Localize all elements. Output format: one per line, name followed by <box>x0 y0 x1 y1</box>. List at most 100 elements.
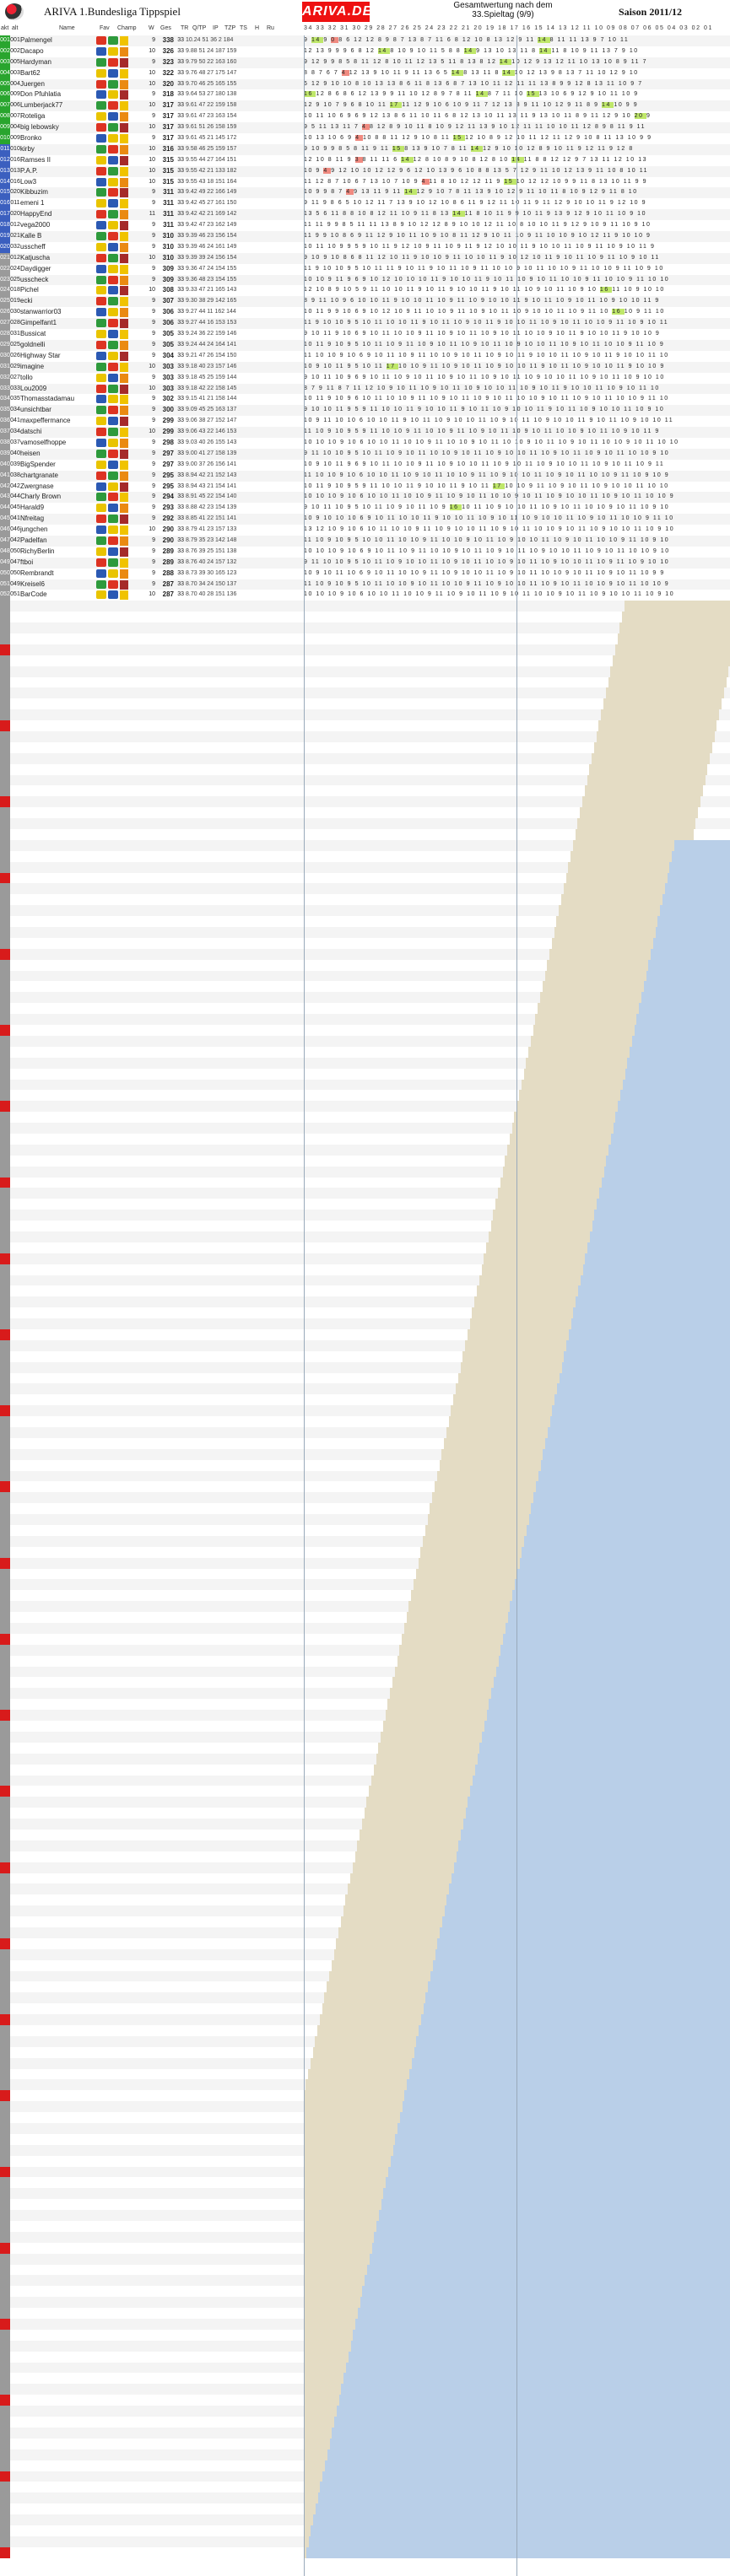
table-row[interactable]: 001 001 Palmengel 9 338 33 10.24 51 36 2 184 9 … <box>0 35 730 46</box>
table-row[interactable]: 029 025 goldnelli 9 305 33 9.24 44 24 164 141 1… <box>0 339 730 351</box>
table-row[interactable]: 043 044 Charly Brown 9 294 33 8.91 45 22 154 1… <box>0 492 730 504</box>
table-row[interactable]: 006 009 Don Pfuhlatia 9 318 33 9.64 53 27 180 … <box>0 89 730 101</box>
table-row[interactable]: 026 030 stanwarrior03 9 306 33 9.27 44 11 162 … <box>0 307 730 319</box>
player-name[interactable]: Low3 <box>20 177 37 186</box>
player-name[interactable]: ftboi <box>20 558 34 566</box>
player-name[interactable]: unsichtbar <box>20 406 51 414</box>
player-name[interactable]: Kalle B <box>20 232 42 240</box>
table-row[interactable]: 041 038 chartgranate 9 295 33 8.94 42 21 152 1… <box>0 470 730 482</box>
player-name[interactable]: Padelfan <box>20 536 47 544</box>
player-name[interactable]: Bussicat <box>20 330 46 338</box>
table-row[interactable]: 005 004 Juergen 10 320 33 9.70 46 25 165 155 6 … <box>0 78 730 90</box>
table-row[interactable]: 025 019 ecki 9 307 33 9.30 38 29 142 165 8 9 11… <box>0 296 730 308</box>
player-name[interactable]: Daydigger <box>20 264 51 272</box>
table-row[interactable]: 037 034 datschi 10 299 33 9.06 43 22 146 153 11… <box>0 427 730 438</box>
table-row[interactable]: 049 047 ftboi 9 289 33 8.76 40 24 157 132 9 11 … <box>0 557 730 569</box>
table-row[interactable]: 042 042 Zwergnase 9 295 33 8.94 43 21 154 141 1… <box>0 481 730 493</box>
table-row[interactable]: 024 018 Pichel 10 308 33 9.33 47 21 165 143 12 … <box>0 285 730 297</box>
player-name[interactable]: Lumberjack77 <box>20 101 63 110</box>
table-row[interactable]: 050 050 Rembrandt 9 288 33 8.73 39 30 165 123 1… <box>0 568 730 579</box>
player-name[interactable]: Roteliga <box>20 112 46 121</box>
player-name[interactable]: Pichel <box>20 286 39 294</box>
player-name[interactable]: Kibbuzim <box>20 188 48 197</box>
player-name[interactable]: emeni 1 <box>20 199 45 207</box>
player-name[interactable]: Bronko <box>20 134 42 143</box>
player-name[interactable]: Katjuscha <box>20 253 51 261</box>
player-name[interactable]: Harald9 <box>20 504 45 512</box>
table-row[interactable]: 011 010 kirby 10 316 33 9.58 46 25 159 157 9 10… <box>0 143 730 155</box>
table-row[interactable]: 019 021 Kalle B 9 310 33 9.39 46 23 156 154 11 … <box>0 231 730 242</box>
player-name[interactable]: usscheck <box>20 275 49 283</box>
player-name[interactable]: Gimpelfant1 <box>20 319 57 327</box>
table-row[interactable]: 014 016 Low3 10 315 33 9.55 43 18 151 164 11 12… <box>0 176 730 188</box>
player-name[interactable]: goldnelli <box>20 340 46 348</box>
player-name[interactable]: Lou2009 <box>20 384 47 392</box>
player-name[interactable]: Thomasstadamau <box>20 395 75 403</box>
player-name[interactable]: Highway Star <box>20 351 61 359</box>
player-name[interactable]: maxpeffermance <box>20 417 71 425</box>
player-name[interactable]: usscheff <box>20 242 46 251</box>
table-row[interactable]: 008 007 Roteliga 9 317 33 9.61 47 23 163 154 10… <box>0 111 730 123</box>
table-row[interactable]: 013 013 P.A.P. 10 315 33 9.55 42 21 133 182 10 … <box>0 165 730 177</box>
player-name[interactable]: Ramses II <box>20 155 51 164</box>
table-row[interactable]: 003 005 Hardyman 9 323 33 9.79 50 22 163 160 9 … <box>0 57 730 68</box>
table-row[interactable]: 002 002 Dacapo 10 326 33 9.88 51 24 187 159 12 … <box>0 46 730 57</box>
player-name[interactable]: big lebowsky <box>20 123 59 132</box>
table-row[interactable]: 051 049 Kreisel6 9 287 33 8.70 34 24 150 137 11… <box>0 579 730 590</box>
table-row[interactable]: 022 024 Daydigger 9 309 33 9.36 47 24 154 155 1… <box>0 263 730 275</box>
player-name[interactable]: Juergen <box>20 79 45 88</box>
player-name[interactable]: vega2000 <box>20 221 51 229</box>
player-name[interactable]: stanwarrior03 <box>20 308 62 316</box>
player-name[interactable]: Palmengel <box>20 36 52 44</box>
table-row[interactable]: 017 020 HappyEnd 11 311 33 9.42 42 21 169 142 1… <box>0 209 730 221</box>
player-name[interactable]: Nfreitag <box>20 515 45 523</box>
player-name[interactable]: P.A.P. <box>20 166 38 175</box>
table-row[interactable]: 034 035 Thomasstadamau 9 302 33 9.15 41 21 158… <box>0 394 730 406</box>
player-name[interactable]: vamoselfhoppe <box>20 438 67 446</box>
table-row[interactable]: 048 050 RichyBerlin 9 289 33 8.76 39 25 151 13… <box>0 546 730 558</box>
table-row[interactable]: 010 009 Bronko 9 317 33 9.61 45 21 145 172 10 1… <box>0 133 730 144</box>
table-row[interactable]: 023 025 usscheck 9 309 33 9.36 48 23 154 155 10… <box>0 274 730 286</box>
table-row[interactable]: 012 016 Ramses II 10 315 33 9.55 44 27 164 151… <box>0 154 730 166</box>
table-row[interactable]: 032 027 tollo 9 303 33 9.18 45 25 159 144 9 10 … <box>0 372 730 384</box>
player-name[interactable]: imagine <box>20 362 45 370</box>
table-row[interactable]: 031 029 imagine 10 303 33 9.18 40 23 157 146 10… <box>0 361 730 373</box>
table-row[interactable]: 030 026 Highway Star 9 304 33 9.21 47 26 154 1… <box>0 350 730 362</box>
player-name[interactable]: chartgranate <box>20 471 58 479</box>
table-row[interactable]: 036 041 maxpeffermance 9 299 33 9.06 38 27 152… <box>0 416 730 428</box>
table-row[interactable]: 045 041 Nfreitag 9 292 33 8.85 41 22 151 141 10… <box>0 514 730 525</box>
player-name[interactable]: RichyBerlin <box>20 547 55 555</box>
player-name[interactable]: Hardyman <box>20 57 51 66</box>
table-row[interactable]: 028 031 Bussicat 9 305 33 9.24 36 22 159 146 9 … <box>0 329 730 340</box>
table-row[interactable]: 009 004 big lebowsky 10 317 33 9.61 51 26 158 … <box>0 122 730 134</box>
table-row[interactable]: 018 012 vega2000 9 311 33 9.42 47 23 162 149 11… <box>0 220 730 232</box>
player-name[interactable]: HappyEnd <box>20 210 52 218</box>
player-name[interactable]: Don Pfuhlatia <box>20 90 62 99</box>
table-row[interactable]: 004 003 Bart62 10 322 33 9.76 48 27 175 147 8 8… <box>0 67 730 79</box>
table-row[interactable]: 015 020 Kibbuzim 9 311 33 9.42 49 22 166 149 10… <box>0 187 730 199</box>
player-name[interactable]: kirby <box>20 144 35 153</box>
player-name[interactable]: BarCode <box>20 590 47 599</box>
player-name[interactable]: Rembrandt <box>20 569 54 577</box>
table-row[interactable]: 027 028 Gimpelfant1 9 306 33 9.27 44 16 153 15… <box>0 318 730 330</box>
ariva-brand-logo[interactable]: ARIVA.DE <box>302 2 371 22</box>
player-name[interactable]: datschi <box>20 428 42 436</box>
table-row[interactable]: 021 012 Katjuscha 10 310 33 9.39 39 24 156 154… <box>0 252 730 264</box>
table-row[interactable]: 039 040 heisen 9 297 33 9.00 41 27 158 139 9 11… <box>0 448 730 460</box>
player-name[interactable]: ecki <box>20 297 33 305</box>
table-row[interactable]: 038 037 vamoselfhoppe 9 298 33 9.03 40 26 155 … <box>0 437 730 449</box>
table-row[interactable]: 016 011 emeni 1 9 311 33 9.42 45 27 161 150 9 1… <box>0 198 730 210</box>
player-name[interactable]: Bart62 <box>20 68 41 77</box>
player-name[interactable]: Zwergnase <box>20 482 54 490</box>
table-row[interactable]: 033 033 Lou2009 10 303 33 9.18 42 22 158 145 8 … <box>0 383 730 395</box>
table-row[interactable]: 020 032 usscheff 9 310 33 9.39 46 24 161 149 10… <box>0 241 730 253</box>
table-row[interactable]: 046 046 jungchen 10 290 33 8.79 41 23 157 133 1… <box>0 525 730 536</box>
table-row[interactable]: 007 006 Lumberjack77 10 317 33 9.61 47 22 159 … <box>0 100 730 112</box>
player-name[interactable]: tollo <box>20 373 33 381</box>
player-name[interactable]: Charly Brown <box>20 493 62 501</box>
player-name[interactable]: Kreisel6 <box>20 579 45 588</box>
table-row[interactable]: 047 042 Padelfan 9 290 33 8.79 35 23 142 148 11… <box>0 535 730 547</box>
table-row[interactable]: 040 039 BigSpender 9 297 33 9.00 37 26 156 141… <box>0 459 730 471</box>
table-row[interactable]: 052 051 BarCode 10 287 33 8.70 40 28 151 136 10… <box>0 590 730 601</box>
table-row[interactable]: 044 045 Harald9 9 293 33 8.88 42 23 154 139 9 1… <box>0 503 730 515</box>
